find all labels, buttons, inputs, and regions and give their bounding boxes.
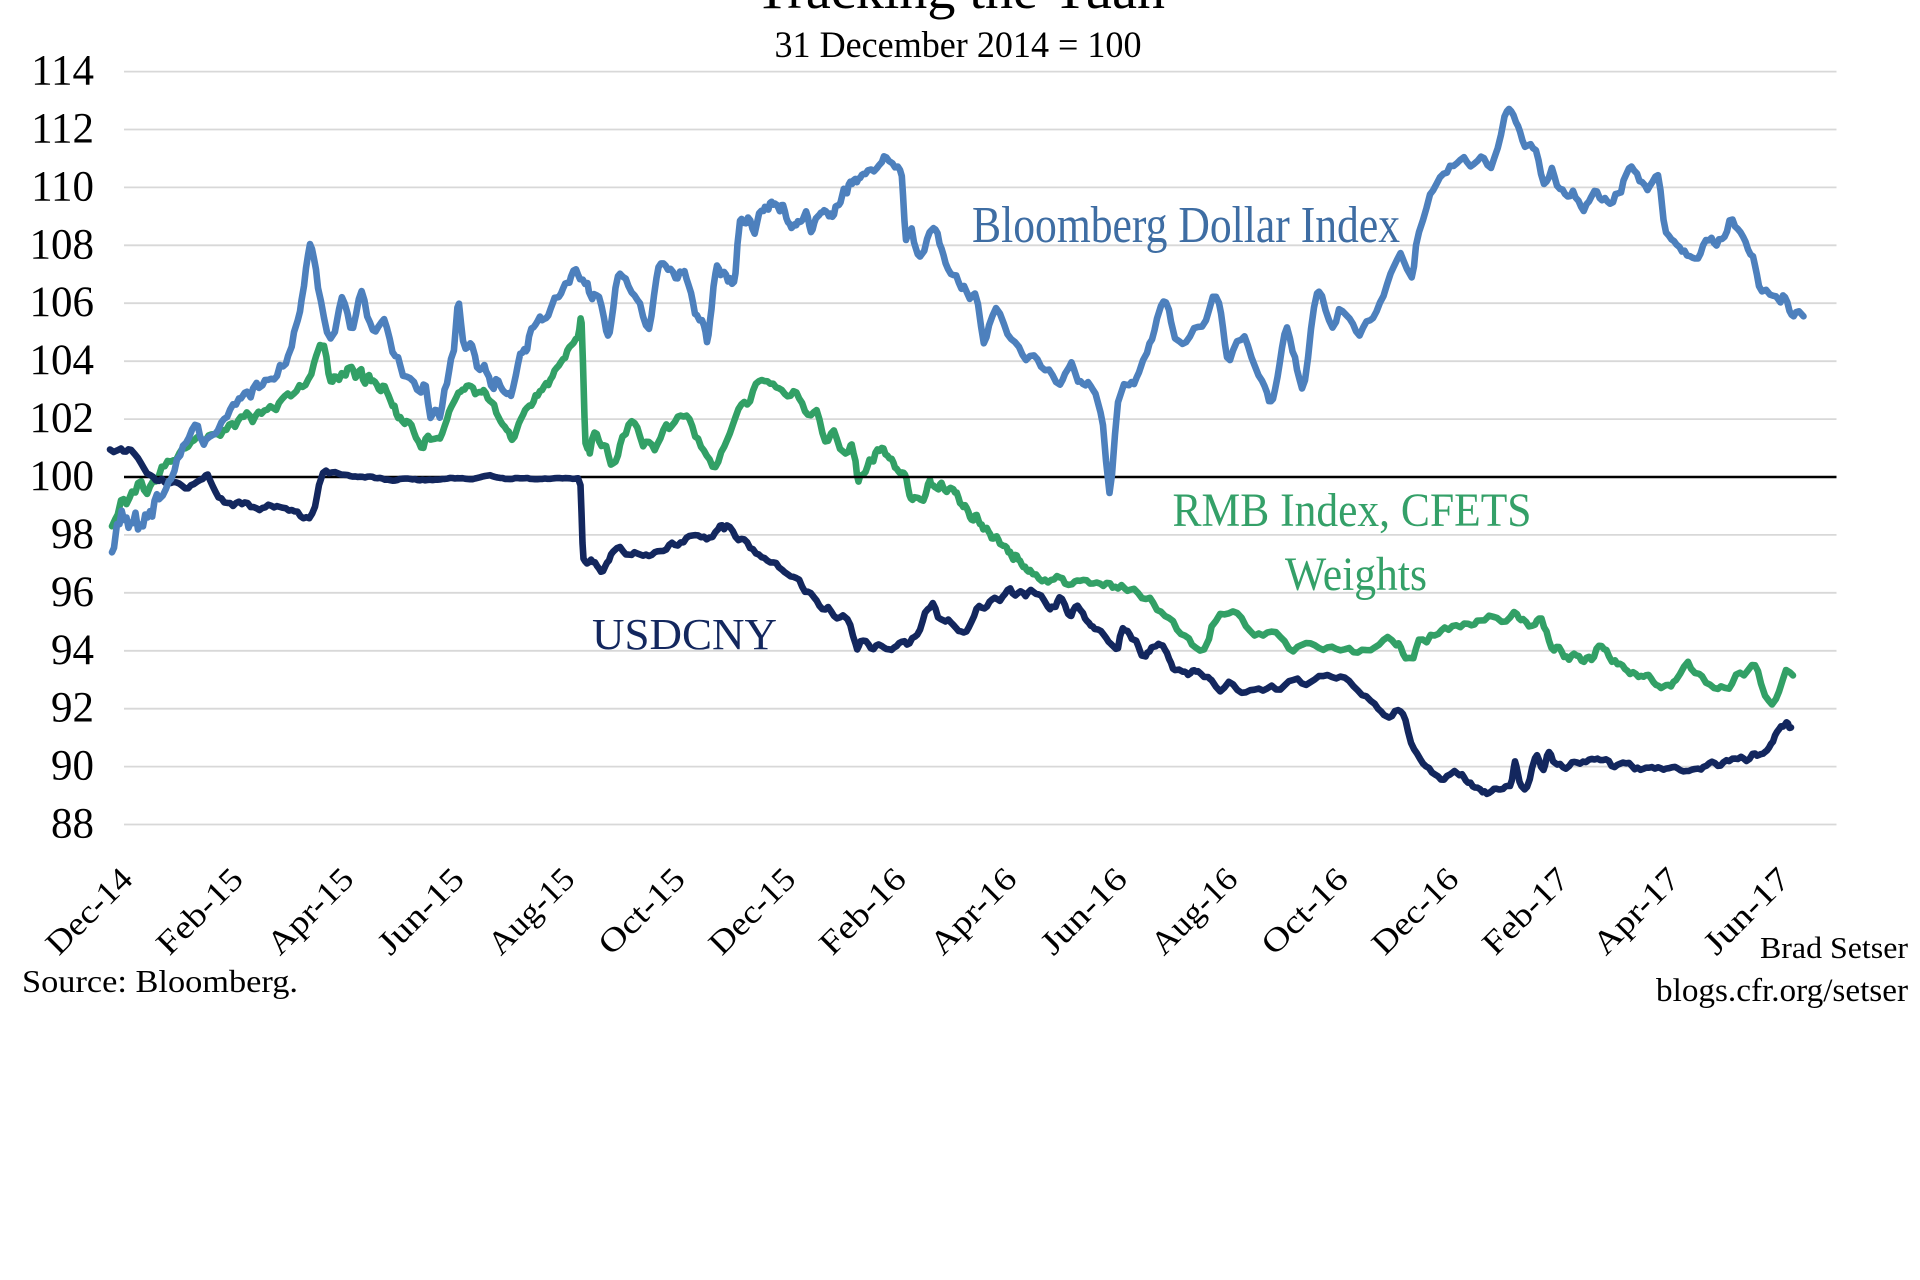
svg-text:USDCNY: USDCNY [592, 610, 777, 659]
svg-text:106: 106 [30, 279, 95, 326]
svg-text:94: 94 [51, 627, 94, 674]
svg-text:100: 100 [30, 453, 95, 500]
svg-text:Brad Setser: Brad Setser [1760, 930, 1909, 965]
svg-text:92: 92 [51, 685, 94, 732]
svg-text:RMB Index, CFETS: RMB Index, CFETS [1173, 484, 1532, 537]
svg-text:102: 102 [30, 395, 95, 442]
svg-text:90: 90 [51, 743, 94, 790]
svg-text:31 December 2014 = 100: 31 December 2014 = 100 [775, 25, 1142, 66]
svg-text:98: 98 [51, 511, 94, 558]
svg-text:104: 104 [30, 337, 95, 384]
svg-text:88: 88 [51, 801, 94, 848]
svg-text:blogs.cfr.org/setser: blogs.cfr.org/setser [1656, 973, 1908, 1009]
svg-text:108: 108 [30, 221, 95, 268]
svg-text:Weights: Weights [1285, 548, 1427, 601]
svg-text:Tracking the Yuan: Tracking the Yuan [755, 0, 1165, 20]
svg-text:114: 114 [31, 48, 94, 95]
svg-text:110: 110 [31, 163, 94, 210]
svg-text:Source: Bloomberg.: Source: Bloomberg. [22, 963, 298, 999]
svg-text:96: 96 [51, 569, 94, 616]
svg-text:112: 112 [31, 106, 94, 153]
svg-text:Bloomberg Dollar Index: Bloomberg Dollar Index [972, 197, 1400, 254]
